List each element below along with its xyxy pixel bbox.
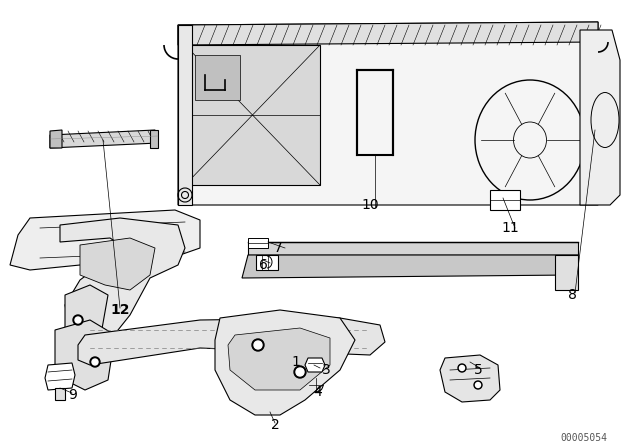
Polygon shape (78, 318, 385, 365)
Text: 12: 12 (110, 303, 130, 317)
Circle shape (73, 315, 83, 325)
Polygon shape (178, 22, 598, 45)
Polygon shape (55, 320, 115, 390)
Text: 00005054: 00005054 (560, 433, 607, 443)
Polygon shape (10, 210, 200, 270)
Polygon shape (150, 130, 158, 148)
Text: 7: 7 (274, 241, 282, 255)
Polygon shape (195, 55, 240, 100)
Polygon shape (440, 355, 500, 402)
Polygon shape (248, 238, 268, 248)
Circle shape (252, 339, 264, 351)
Text: 2: 2 (271, 418, 280, 432)
Polygon shape (256, 255, 278, 270)
Circle shape (294, 366, 306, 378)
Polygon shape (50, 130, 62, 148)
Polygon shape (248, 242, 578, 255)
Polygon shape (80, 238, 155, 290)
Circle shape (296, 368, 304, 376)
Text: 3: 3 (322, 363, 330, 377)
Text: 4: 4 (314, 385, 323, 399)
Text: 5: 5 (474, 363, 483, 377)
Polygon shape (305, 358, 325, 372)
Circle shape (75, 317, 81, 323)
Text: 10: 10 (361, 198, 379, 212)
Polygon shape (50, 130, 158, 148)
Polygon shape (185, 45, 320, 185)
Polygon shape (178, 22, 598, 205)
Circle shape (458, 364, 466, 372)
Polygon shape (228, 328, 330, 390)
Polygon shape (178, 25, 192, 205)
Text: 6: 6 (259, 258, 268, 272)
Polygon shape (60, 218, 185, 345)
Ellipse shape (115, 266, 145, 284)
Polygon shape (580, 30, 620, 205)
Text: 1: 1 (292, 355, 300, 369)
Polygon shape (55, 388, 65, 400)
Circle shape (254, 341, 262, 349)
Polygon shape (490, 190, 520, 210)
Polygon shape (45, 363, 75, 390)
Circle shape (460, 366, 465, 370)
Polygon shape (65, 285, 108, 345)
Text: 9: 9 (68, 388, 77, 402)
Circle shape (474, 381, 482, 389)
Circle shape (92, 359, 98, 365)
Circle shape (476, 383, 481, 388)
Circle shape (90, 357, 100, 367)
Polygon shape (242, 255, 578, 278)
Polygon shape (555, 255, 578, 290)
Text: 8: 8 (568, 288, 577, 302)
Text: 11: 11 (501, 221, 519, 235)
Polygon shape (215, 310, 355, 415)
